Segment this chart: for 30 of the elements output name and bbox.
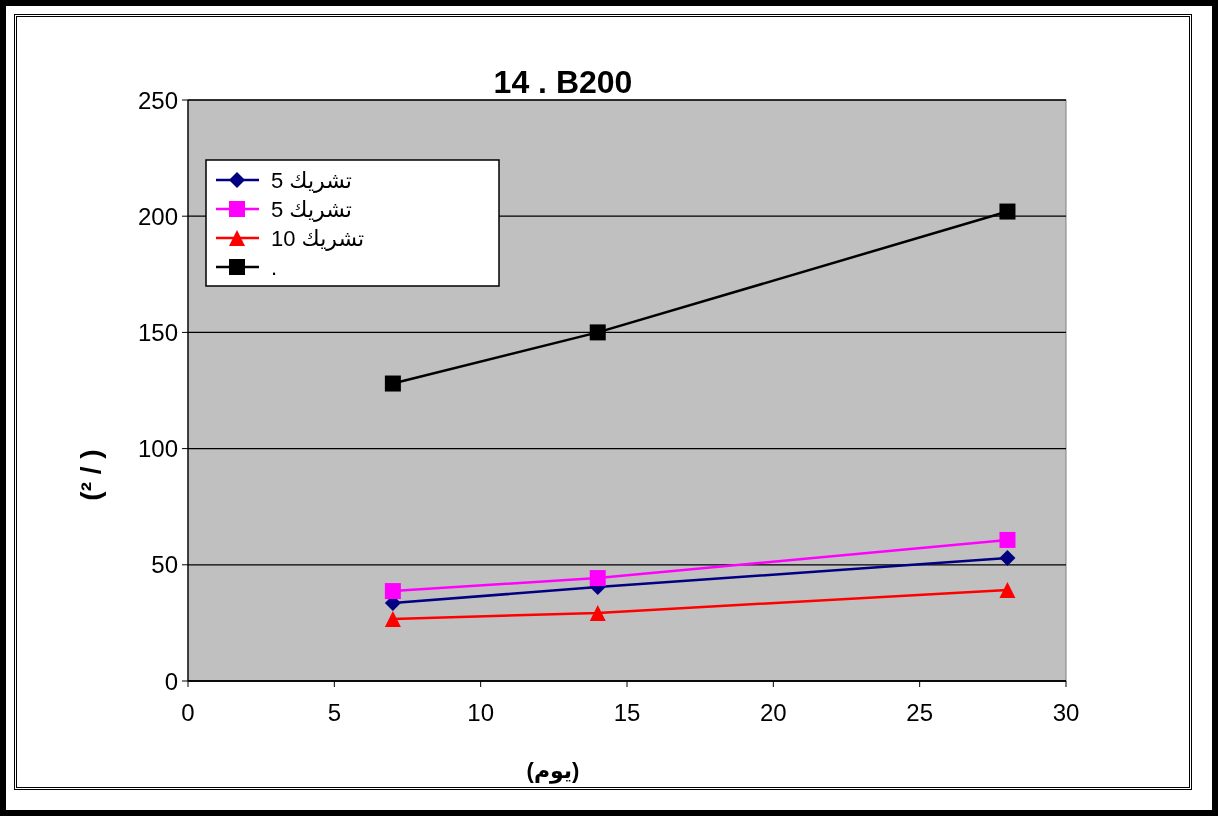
point xyxy=(999,531,1016,548)
y-tick-label: 0 xyxy=(164,667,178,695)
y-axis-title: (² / ) xyxy=(75,449,106,501)
x-tick-label: 10 xyxy=(467,699,495,726)
x-axis-title: (يوم) xyxy=(526,758,580,784)
y-tick-label: 100 xyxy=(137,435,178,463)
legend-label: تشريك 5 xyxy=(271,167,352,193)
point xyxy=(589,604,606,621)
y-tick-label: 200 xyxy=(137,202,178,230)
legend-label: تشريك 5 xyxy=(271,196,352,222)
point xyxy=(384,583,401,600)
legend-label: تشريك 10 xyxy=(271,225,365,251)
x-tick-label: 0 xyxy=(181,699,195,726)
x-tick-label: 5 xyxy=(327,699,342,726)
point xyxy=(589,324,606,341)
chart-title: 14 . B200 xyxy=(493,64,633,100)
point xyxy=(999,550,1016,567)
x-tick-label: 15 xyxy=(613,699,641,726)
point xyxy=(384,610,401,627)
y-tick-label: 50 xyxy=(151,551,178,579)
point xyxy=(384,375,401,392)
x-tick-label: 25 xyxy=(906,699,934,726)
legend-label: . xyxy=(271,254,278,280)
x-tick-label: 30 xyxy=(1052,699,1080,726)
y-tick-label: 250 xyxy=(137,86,178,114)
point xyxy=(589,570,606,587)
y-tick-label: 150 xyxy=(137,318,178,346)
point xyxy=(999,581,1016,598)
point xyxy=(999,203,1016,220)
x-tick-label: 20 xyxy=(759,699,787,726)
